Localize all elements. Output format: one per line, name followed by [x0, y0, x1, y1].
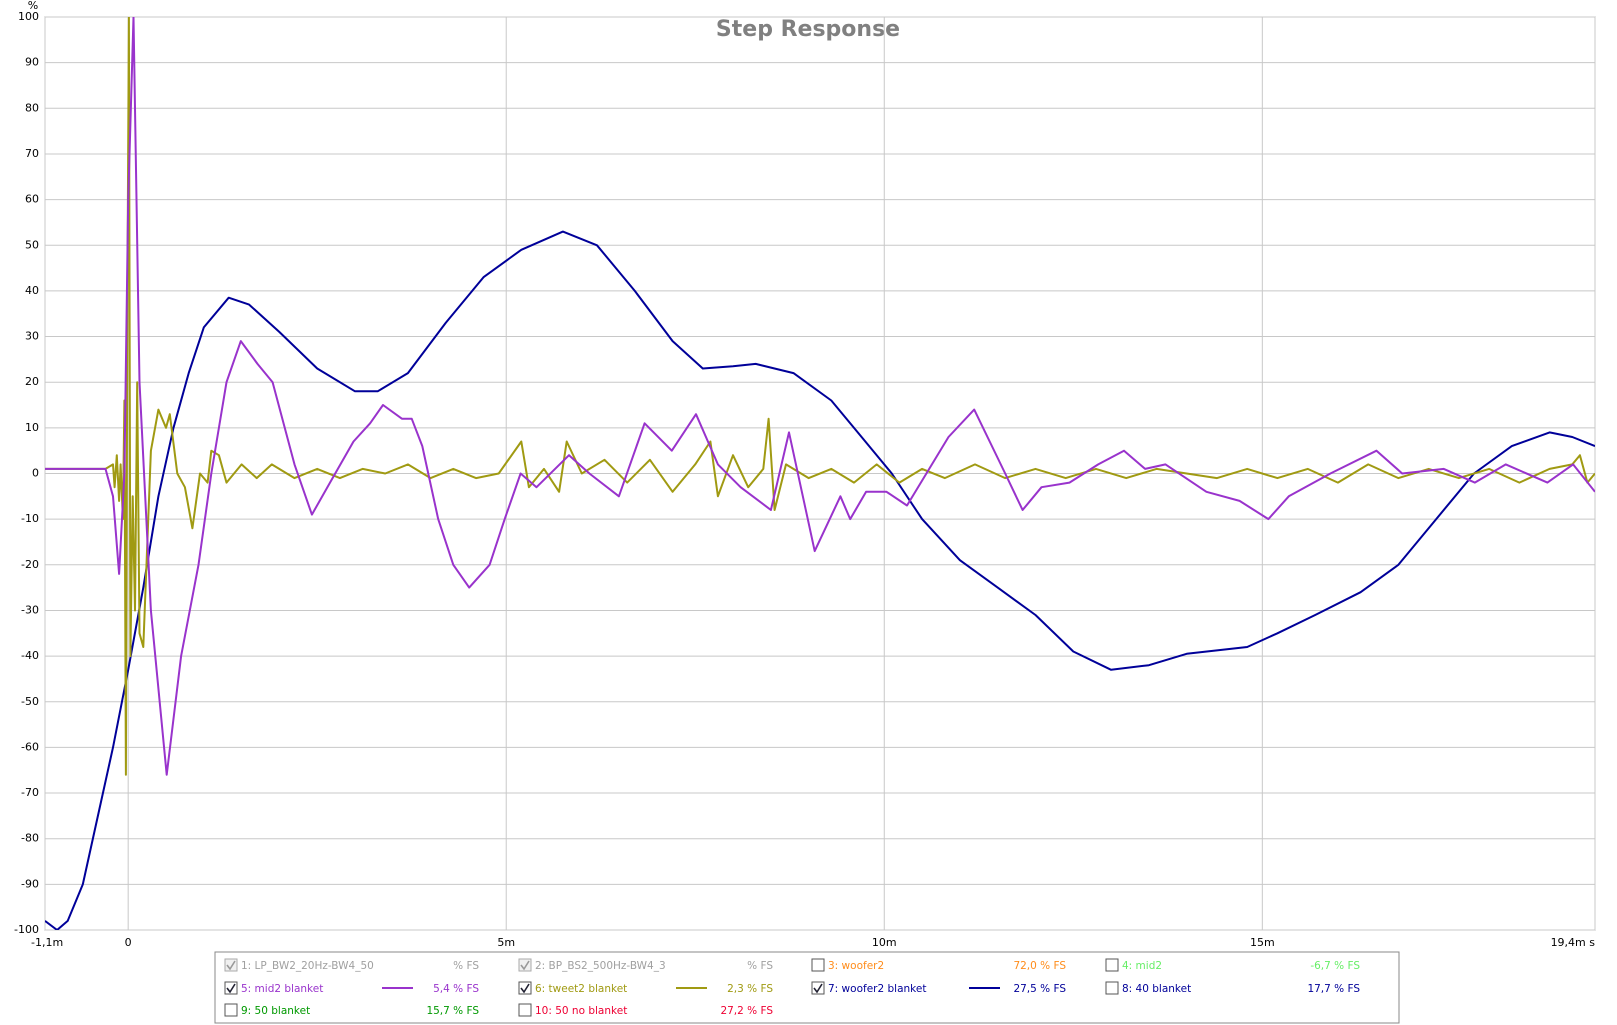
legend-checkbox[interactable]	[811, 958, 825, 972]
y-tick-label: 90	[25, 56, 39, 69]
y-tick-label: -60	[21, 740, 39, 753]
legend-reading: 17,7 % FS	[1307, 983, 1360, 995]
legend-check	[226, 983, 236, 994]
legend-label: 1: LP_BW2_20Hz-BW4_50	[241, 960, 374, 972]
legend-checkbox[interactable]	[224, 1003, 238, 1017]
x-tick-label: 15m	[1250, 936, 1275, 949]
y-tick-label: -90	[21, 877, 39, 890]
y-tick-label: 10	[25, 421, 39, 434]
legend-label: 9: 50 blanket	[241, 1005, 310, 1017]
chart-title: Step Response	[716, 17, 900, 42]
y-tick-label: -20	[21, 558, 39, 571]
legend-label: 2: BP_BS2_500Hz-BW4_3	[535, 960, 666, 972]
y-tick-label: 50	[25, 238, 39, 251]
y-tick-label: -50	[21, 695, 39, 708]
legend-checkbox[interactable]	[518, 958, 532, 972]
legend-label: 5: mid2 blanket	[241, 983, 323, 995]
y-tick-label: 60	[25, 193, 39, 206]
legend-reading: 15,7 % FS	[426, 1005, 479, 1017]
legend-label: 4: mid2	[1122, 960, 1162, 972]
x-tick-label: 19,4m s	[1551, 936, 1596, 949]
legend-label: 10: 50 no blanket	[535, 1005, 627, 1017]
x-tick-label: 10m	[872, 936, 897, 949]
legend-checkbox[interactable]	[518, 1003, 532, 1017]
legend-checkbox[interactable]	[1105, 958, 1119, 972]
legend-reading: % FS	[747, 960, 773, 972]
legend-reading: 72,0 % FS	[1013, 960, 1066, 972]
legend-label: 6: tweet2 blanket	[535, 983, 627, 995]
y-tick-label: 40	[25, 284, 39, 297]
legend-check	[813, 983, 823, 994]
y-tick-label: -10	[21, 512, 39, 525]
legend-reading: -6,7 % FS	[1310, 960, 1360, 972]
x-tick-label: -1,1m	[31, 936, 63, 949]
y-tick-label: 100	[18, 10, 39, 23]
y-tick-label: 0	[32, 467, 39, 480]
legend-reading: % FS	[453, 960, 479, 972]
y-tick-label: -70	[21, 786, 39, 799]
x-tick-label: 5m	[497, 936, 515, 949]
legend-checkbox[interactable]	[1105, 981, 1119, 995]
legend-reading: 2,3 % FS	[727, 983, 773, 995]
legend-reading: 5,4 % FS	[433, 983, 479, 995]
x-tick-label: 0	[125, 936, 132, 949]
y-tick-label: -40	[21, 649, 39, 662]
y-tick-label: -80	[21, 832, 39, 845]
trace	[45, 17, 1595, 776]
y-tick-label: 20	[25, 375, 39, 388]
legend-check	[226, 960, 236, 971]
legend-checkbox[interactable]	[224, 981, 238, 995]
legend-reading: 27,5 % FS	[1013, 983, 1066, 995]
trace	[45, 230, 1595, 930]
legend-checkbox[interactable]	[811, 981, 825, 995]
y-axis-label: %	[28, 0, 38, 12]
y-tick-label: 80	[25, 101, 39, 114]
legend-label: 8: 40 blanket	[1122, 983, 1191, 995]
legend-checkbox[interactable]	[224, 958, 238, 972]
trace	[45, 17, 1595, 776]
y-tick-label: 30	[25, 330, 39, 343]
legend-label: 3: woofer2	[828, 960, 884, 972]
legend-reading: 27,2 % FS	[720, 1005, 773, 1017]
y-tick-label: -30	[21, 603, 39, 616]
legend-check	[520, 960, 530, 971]
y-tick-label: -100	[14, 923, 39, 936]
legend-label: 7: woofer2 blanket	[828, 983, 926, 995]
legend-check	[520, 983, 530, 994]
traces	[45, 17, 1595, 930]
y-tick-label: 70	[25, 147, 39, 160]
legend-checkbox[interactable]	[518, 981, 532, 995]
